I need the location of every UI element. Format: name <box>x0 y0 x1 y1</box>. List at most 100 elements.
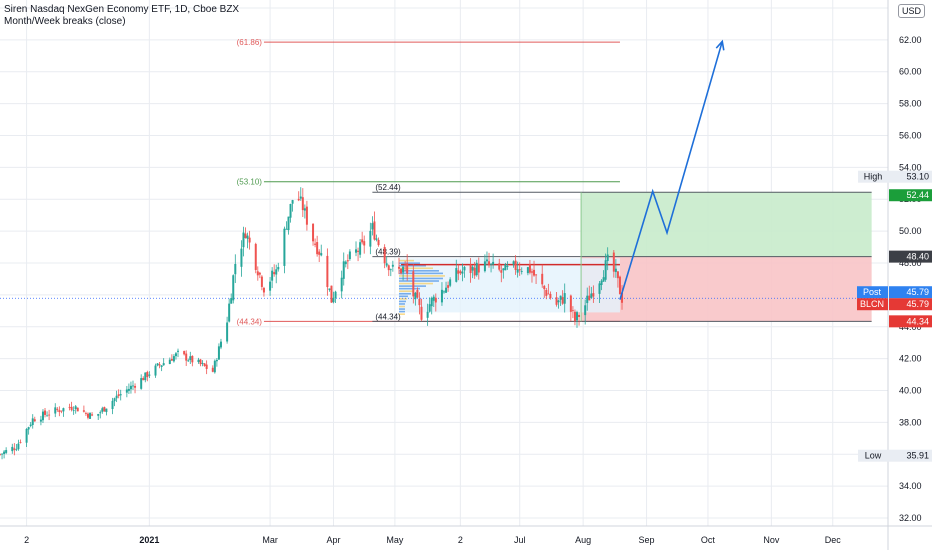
candle[interactable] <box>172 354 175 363</box>
candle[interactable] <box>41 409 44 423</box>
candle[interactable] <box>168 357 171 365</box>
candle[interactable] <box>369 222 372 255</box>
candle[interactable] <box>299 187 302 201</box>
candle[interactable] <box>584 299 587 325</box>
candle[interactable] <box>228 298 231 323</box>
candle[interactable] <box>586 287 589 311</box>
candle[interactable] <box>144 372 147 383</box>
candle[interactable] <box>33 416 36 422</box>
candle[interactable] <box>590 286 593 299</box>
candle[interactable] <box>60 410 63 414</box>
candle[interactable] <box>440 282 443 306</box>
candle[interactable] <box>283 226 286 274</box>
candle[interactable] <box>549 291 552 300</box>
candle[interactable] <box>459 269 462 275</box>
candle[interactable] <box>602 270 605 282</box>
candle[interactable] <box>226 316 229 344</box>
candle[interactable] <box>330 285 333 303</box>
candle[interactable] <box>217 343 220 360</box>
projection-arrowhead[interactable] <box>715 39 725 51</box>
candle[interactable] <box>402 264 405 281</box>
candle[interactable] <box>25 428 28 448</box>
candle[interactable] <box>127 383 130 394</box>
candle[interactable] <box>291 199 294 212</box>
candle[interactable] <box>119 389 122 401</box>
candle[interactable] <box>187 358 190 362</box>
candle[interactable] <box>492 253 495 269</box>
candle[interactable] <box>189 351 192 364</box>
candle[interactable] <box>5 447 8 455</box>
candle[interactable] <box>213 359 216 374</box>
candle[interactable] <box>84 411 87 416</box>
candle[interactable] <box>526 266 529 276</box>
candle[interactable] <box>614 259 617 278</box>
candle[interactable] <box>518 262 521 276</box>
candle[interactable] <box>533 260 536 277</box>
candle[interactable] <box>91 412 94 417</box>
candle[interactable] <box>203 362 206 367</box>
candle[interactable] <box>27 426 30 435</box>
candle[interactable] <box>397 257 400 275</box>
candle[interactable] <box>142 376 145 381</box>
candle[interactable] <box>256 266 259 281</box>
candle[interactable] <box>541 264 544 288</box>
candle[interactable] <box>211 365 214 373</box>
candle[interactable] <box>99 410 102 419</box>
candle[interactable] <box>0 453 1 456</box>
candle[interactable] <box>258 271 261 279</box>
candle[interactable] <box>471 264 474 279</box>
candle[interactable] <box>561 290 564 305</box>
candle[interactable] <box>373 211 376 241</box>
candle[interactable] <box>170 354 173 361</box>
candle[interactable] <box>344 260 347 268</box>
candle[interactable] <box>48 409 51 421</box>
candle[interactable] <box>58 406 61 417</box>
price-axis[interactable]: 32.0034.0036.0038.0040.0042.0044.0046.00… <box>857 35 932 523</box>
candle[interactable] <box>606 247 609 271</box>
candle[interactable] <box>56 407 59 412</box>
candle[interactable] <box>19 439 22 444</box>
candle[interactable] <box>348 249 351 261</box>
candle[interactable] <box>391 260 394 272</box>
candle[interactable] <box>46 411 49 417</box>
candle[interactable] <box>430 296 433 315</box>
candle[interactable] <box>273 264 276 277</box>
candle[interactable] <box>312 223 315 246</box>
candle[interactable] <box>162 358 165 366</box>
candle[interactable] <box>389 268 392 277</box>
candle[interactable] <box>320 244 323 257</box>
candle[interactable] <box>404 261 407 272</box>
candle[interactable] <box>254 242 257 274</box>
candle[interactable] <box>342 252 345 286</box>
candle[interactable] <box>13 443 16 456</box>
candle[interactable] <box>297 191 300 202</box>
candle[interactable] <box>115 390 118 403</box>
candle[interactable] <box>3 449 6 459</box>
candle[interactable] <box>477 257 480 280</box>
candle[interactable] <box>528 260 531 275</box>
candle[interactable] <box>244 227 247 239</box>
candle[interactable] <box>357 247 360 262</box>
candle[interactable] <box>455 259 458 283</box>
candle[interactable] <box>314 238 317 248</box>
candle[interactable] <box>573 309 576 326</box>
candle[interactable] <box>504 262 507 271</box>
candle[interactable] <box>156 362 159 367</box>
candle[interactable] <box>559 295 562 306</box>
candle[interactable] <box>129 381 132 394</box>
candle[interactable] <box>355 241 358 257</box>
candle[interactable] <box>134 383 137 394</box>
candle[interactable] <box>485 251 488 266</box>
candle[interactable] <box>328 288 331 292</box>
candle[interactable] <box>11 443 14 454</box>
candle[interactable] <box>555 292 558 307</box>
candle[interactable] <box>400 268 403 275</box>
candle[interactable] <box>287 216 290 235</box>
candle[interactable] <box>616 271 619 288</box>
candle[interactable] <box>371 216 374 236</box>
candle[interactable] <box>340 270 343 299</box>
candle[interactable] <box>621 285 624 310</box>
candle[interactable] <box>618 275 621 295</box>
candle[interactable] <box>420 298 423 322</box>
candle[interactable] <box>426 303 429 326</box>
